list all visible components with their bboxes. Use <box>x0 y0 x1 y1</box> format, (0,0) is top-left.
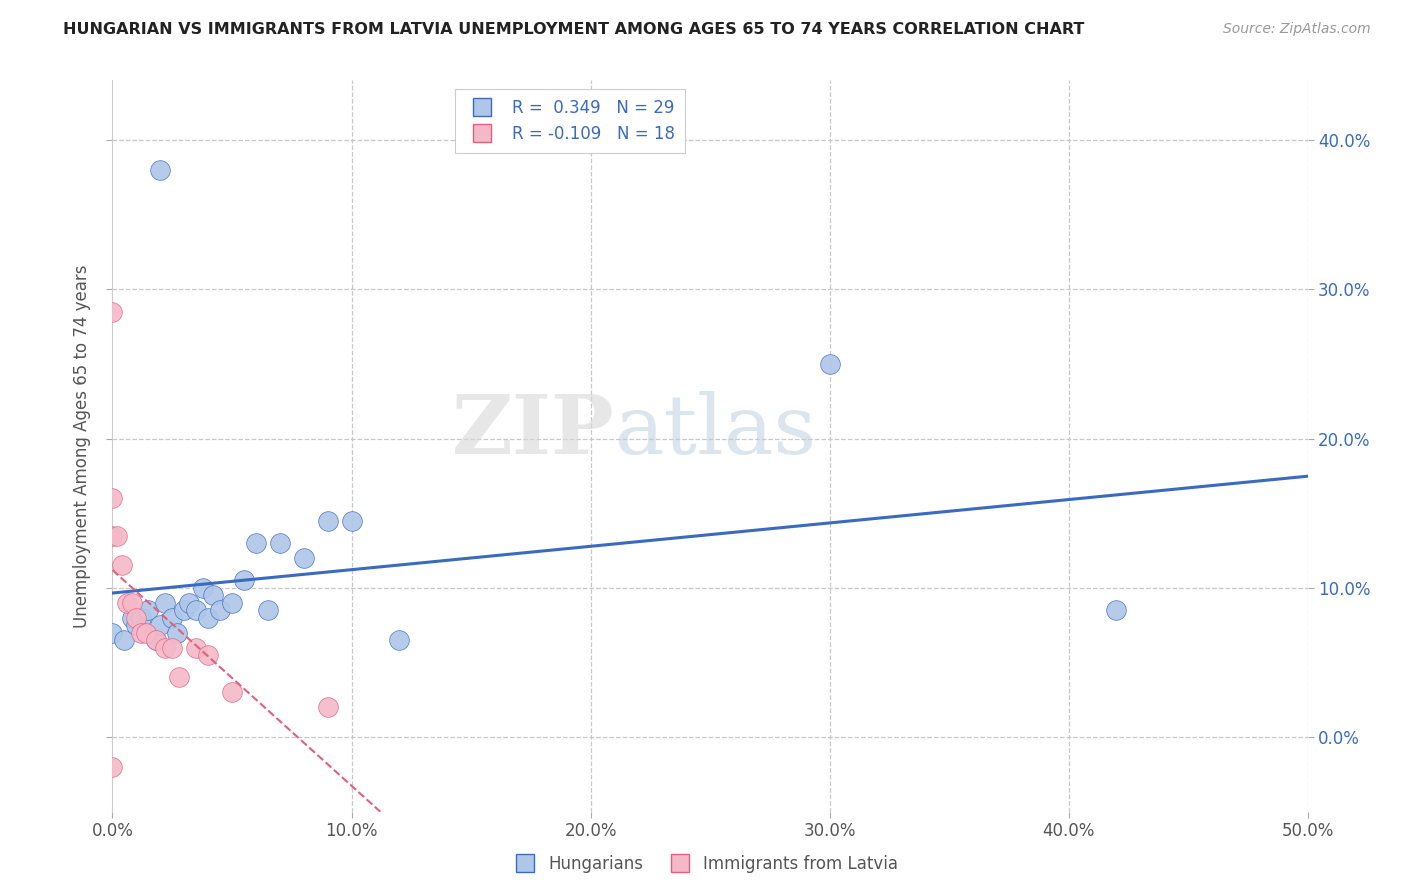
Point <box>149 618 172 632</box>
Point <box>145 633 167 648</box>
Point <box>269 536 291 550</box>
Point <box>101 528 124 542</box>
Point <box>162 640 183 655</box>
Point <box>233 574 256 588</box>
Point <box>101 760 124 774</box>
Legend: R =  0.349   N = 29, R = -0.109   N = 18: R = 0.349 N = 29, R = -0.109 N = 18 <box>456 88 685 153</box>
Point <box>193 581 215 595</box>
Point <box>138 603 160 617</box>
Point <box>209 603 232 617</box>
Point <box>166 625 188 640</box>
Point <box>121 610 143 624</box>
Point <box>257 603 280 617</box>
Point <box>316 514 339 528</box>
Y-axis label: Unemployment Among Ages 65 to 74 years: Unemployment Among Ages 65 to 74 years <box>73 264 91 628</box>
Point <box>121 596 143 610</box>
Text: atlas: atlas <box>614 392 817 471</box>
Point <box>316 700 339 714</box>
Point <box>105 528 128 542</box>
Point <box>197 648 219 662</box>
Point <box>111 558 134 573</box>
Legend: Hungarians, Immigrants from Latvia: Hungarians, Immigrants from Latvia <box>502 848 904 880</box>
Point <box>101 625 124 640</box>
Point <box>149 162 172 177</box>
Point <box>153 596 176 610</box>
Point <box>153 640 176 655</box>
Text: Source: ZipAtlas.com: Source: ZipAtlas.com <box>1223 22 1371 37</box>
Point <box>135 625 157 640</box>
Point <box>129 610 152 624</box>
Point <box>292 551 315 566</box>
Text: ZIP: ZIP <box>451 392 614 471</box>
Point <box>162 610 183 624</box>
Point <box>197 610 219 624</box>
Point <box>245 536 267 550</box>
Point <box>114 633 135 648</box>
Point <box>125 610 148 624</box>
Point <box>1105 603 1128 617</box>
Point <box>115 596 138 610</box>
Point <box>101 304 124 318</box>
Point <box>145 633 167 648</box>
Point <box>340 514 363 528</box>
Point <box>818 357 841 371</box>
Point <box>221 596 243 610</box>
Point <box>388 633 411 648</box>
Point <box>177 596 200 610</box>
Point <box>129 625 152 640</box>
Point <box>173 603 195 617</box>
Text: HUNGARIAN VS IMMIGRANTS FROM LATVIA UNEMPLOYMENT AMONG AGES 65 TO 74 YEARS CORRE: HUNGARIAN VS IMMIGRANTS FROM LATVIA UNEM… <box>63 22 1084 37</box>
Point <box>186 640 208 655</box>
Point <box>221 685 243 699</box>
Point <box>101 491 124 506</box>
Point <box>169 670 191 684</box>
Point <box>201 588 224 602</box>
Point <box>186 603 208 617</box>
Point <box>125 618 148 632</box>
